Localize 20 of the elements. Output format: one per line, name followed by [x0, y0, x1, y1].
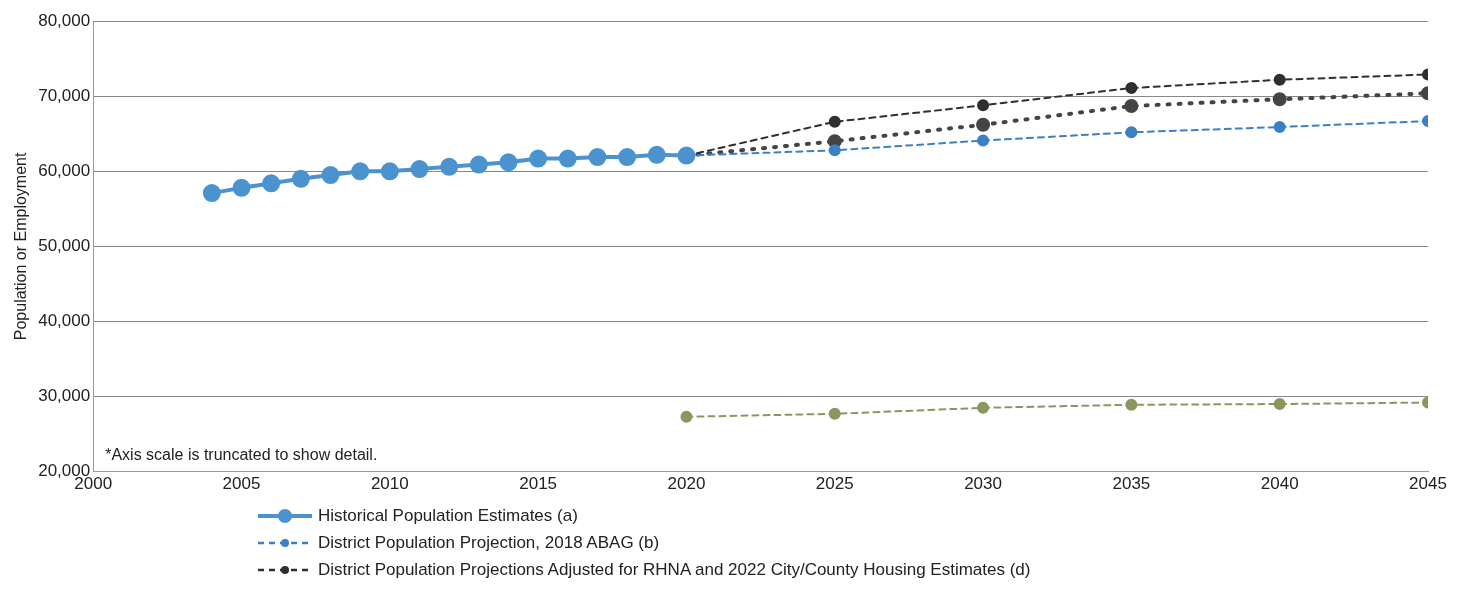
legend-label: District Population Projections Adjusted for RHNA and 2022 City/County Housing Estimates (d) — [318, 559, 1031, 580]
x-tick-label: 2035 — [1112, 474, 1151, 494]
x-tick-label: 2030 — [964, 474, 1002, 494]
y-tick-label: 30,000 — [38, 386, 91, 406]
y-tick-label: 70,000 — [38, 85, 91, 105]
x-tick-label: 2010 — [370, 474, 409, 494]
legend-label: Historical Population Estimates (a) — [318, 505, 578, 526]
y-tick-label: 50,000 — [38, 236, 91, 256]
x-tick-label: 2005 — [222, 474, 261, 494]
annotation: *Axis scale is truncated to show detail. — [105, 446, 378, 464]
x-tick-label: 2015 — [519, 474, 558, 494]
x-tick-label: 2045 — [1409, 474, 1447, 494]
y-tick-label: 80,000 — [38, 10, 91, 30]
x-tick-label: 2040 — [1260, 474, 1299, 494]
y-tick-label: 40,000 — [38, 311, 91, 331]
y-tick-label: 60,000 — [38, 161, 91, 181]
y-axis-title: Population or Employment — [12, 152, 30, 341]
x-tick-label: 2025 — [815, 474, 854, 494]
x-tick-label: 2020 — [667, 474, 706, 494]
legend-label: District Population Projection, 2018 ABAG (b) — [318, 532, 660, 553]
